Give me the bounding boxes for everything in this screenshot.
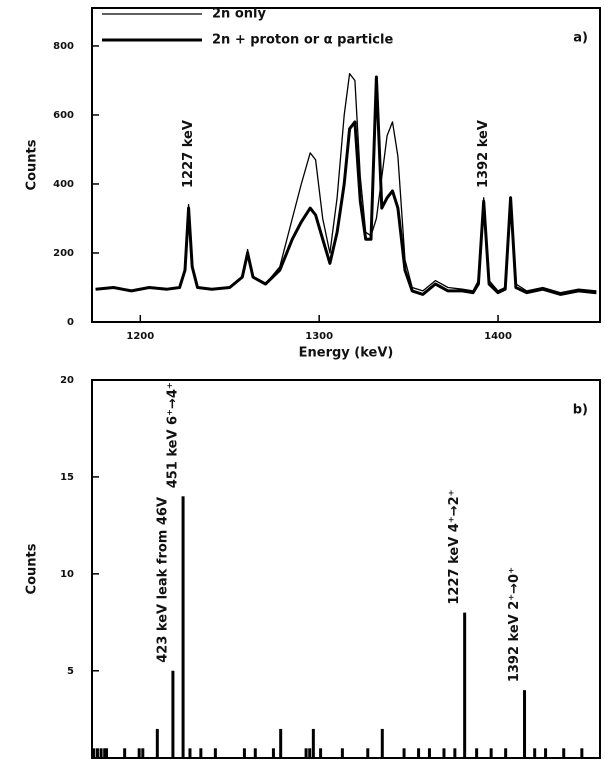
bar bbox=[533, 748, 537, 758]
bar bbox=[442, 748, 446, 758]
peak-annotation: 1392 keV 2⁺→0⁺ bbox=[507, 567, 522, 682]
peak-annotation: 451 keV 6⁺→4⁺ bbox=[166, 382, 181, 488]
plot-frame bbox=[91, 7, 601, 323]
bar bbox=[453, 748, 457, 758]
bar bbox=[137, 748, 141, 758]
legend-label: 2n only bbox=[212, 7, 266, 22]
bar bbox=[523, 690, 527, 758]
bar bbox=[242, 748, 246, 758]
bar bbox=[311, 728, 315, 758]
bar bbox=[99, 748, 103, 758]
plot-frame bbox=[91, 379, 601, 759]
bar bbox=[188, 748, 192, 758]
panel-label: b) bbox=[573, 403, 588, 418]
bar bbox=[402, 748, 406, 758]
bar bbox=[92, 748, 96, 758]
bar bbox=[253, 748, 257, 758]
x-axis-title: Energy (keV) bbox=[299, 346, 394, 361]
y-axis-title: Counts bbox=[25, 139, 40, 190]
bar bbox=[304, 748, 308, 758]
y-tick-label: 20 bbox=[60, 375, 74, 386]
y-tick-label: 600 bbox=[53, 110, 74, 121]
panel-label: a) bbox=[573, 31, 588, 46]
y-tick-label: 400 bbox=[53, 179, 74, 190]
bar bbox=[580, 748, 584, 758]
y-tick-label: 5 bbox=[67, 666, 74, 677]
bar bbox=[123, 748, 127, 758]
x-tick-label: 1300 bbox=[305, 331, 333, 342]
y-axis-title: Counts bbox=[25, 543, 40, 594]
x-tick-label: 1200 bbox=[126, 331, 154, 342]
bar bbox=[213, 748, 217, 758]
bar bbox=[271, 748, 275, 758]
bar bbox=[141, 748, 145, 758]
bar bbox=[463, 612, 467, 758]
peak-annotation: 1392 keV bbox=[476, 120, 491, 188]
bar bbox=[475, 748, 479, 758]
y-tick-label: 0 bbox=[67, 317, 74, 328]
x-tick-label: 1400 bbox=[484, 331, 512, 342]
bar bbox=[504, 748, 508, 758]
y-tick-label: 200 bbox=[53, 248, 74, 259]
bar bbox=[279, 728, 283, 758]
peak-annotation: 1227 keV 4⁺→2⁺ bbox=[447, 489, 462, 604]
bar bbox=[171, 670, 175, 758]
bar bbox=[427, 748, 431, 758]
y-tick-label: 15 bbox=[60, 472, 74, 483]
bar bbox=[340, 748, 344, 758]
bar bbox=[380, 728, 384, 758]
bar bbox=[199, 748, 203, 758]
data-line bbox=[95, 75, 597, 296]
peak-annotation: 1227 keV bbox=[181, 120, 196, 188]
bar bbox=[308, 748, 312, 758]
bar bbox=[562, 748, 566, 758]
y-tick-label: 10 bbox=[60, 569, 74, 580]
legend-label: 2n + proton or α particle bbox=[212, 33, 393, 48]
y-tick-label: 800 bbox=[53, 41, 74, 52]
bar bbox=[417, 748, 421, 758]
bar bbox=[103, 748, 107, 758]
bar bbox=[105, 748, 109, 758]
bar bbox=[544, 748, 548, 758]
peak-annotation: 423 keV leak from 46V bbox=[155, 497, 170, 663]
bar bbox=[95, 748, 99, 758]
data-line bbox=[95, 72, 597, 294]
bar bbox=[489, 748, 493, 758]
bar bbox=[155, 728, 159, 758]
bar bbox=[366, 748, 370, 758]
bar bbox=[319, 748, 323, 758]
bar bbox=[181, 496, 185, 758]
